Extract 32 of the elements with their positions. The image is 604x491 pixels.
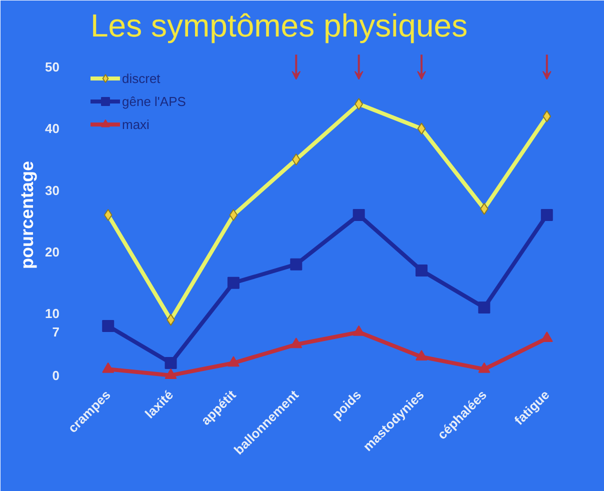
point	[104, 209, 112, 221]
y-tick-label: 20	[45, 244, 60, 260]
point	[542, 110, 552, 122]
y-tick-label: 40	[45, 121, 60, 136]
point	[290, 258, 302, 270]
point	[164, 357, 177, 369]
point	[540, 209, 553, 221]
legend-label: gêne l'APS	[122, 94, 186, 108]
y-tick-label: 30	[45, 182, 60, 198]
point	[354, 98, 364, 110]
point	[290, 338, 302, 348]
point	[352, 209, 365, 221]
point	[292, 154, 300, 166]
chart-title: Les symptômes physiques	[90, 8, 468, 44]
point	[164, 368, 177, 380]
point	[102, 362, 114, 373]
y-axis-title: pourcentage	[17, 160, 38, 270]
y-tick-label: 50	[45, 60, 60, 74]
point	[227, 276, 240, 289]
point	[416, 350, 428, 361]
point	[478, 302, 490, 314]
point	[417, 122, 426, 135]
y-tick-label: 7	[52, 324, 60, 340]
legend-label: maxi	[122, 116, 150, 132]
legend-label: discret	[122, 70, 160, 86]
point	[227, 356, 240, 367]
point	[102, 320, 114, 332]
point	[478, 362, 490, 373]
y-tick-label: 0	[52, 368, 60, 383]
point	[416, 264, 428, 276]
point	[229, 209, 238, 221]
y-tick-label: 10	[45, 306, 60, 322]
